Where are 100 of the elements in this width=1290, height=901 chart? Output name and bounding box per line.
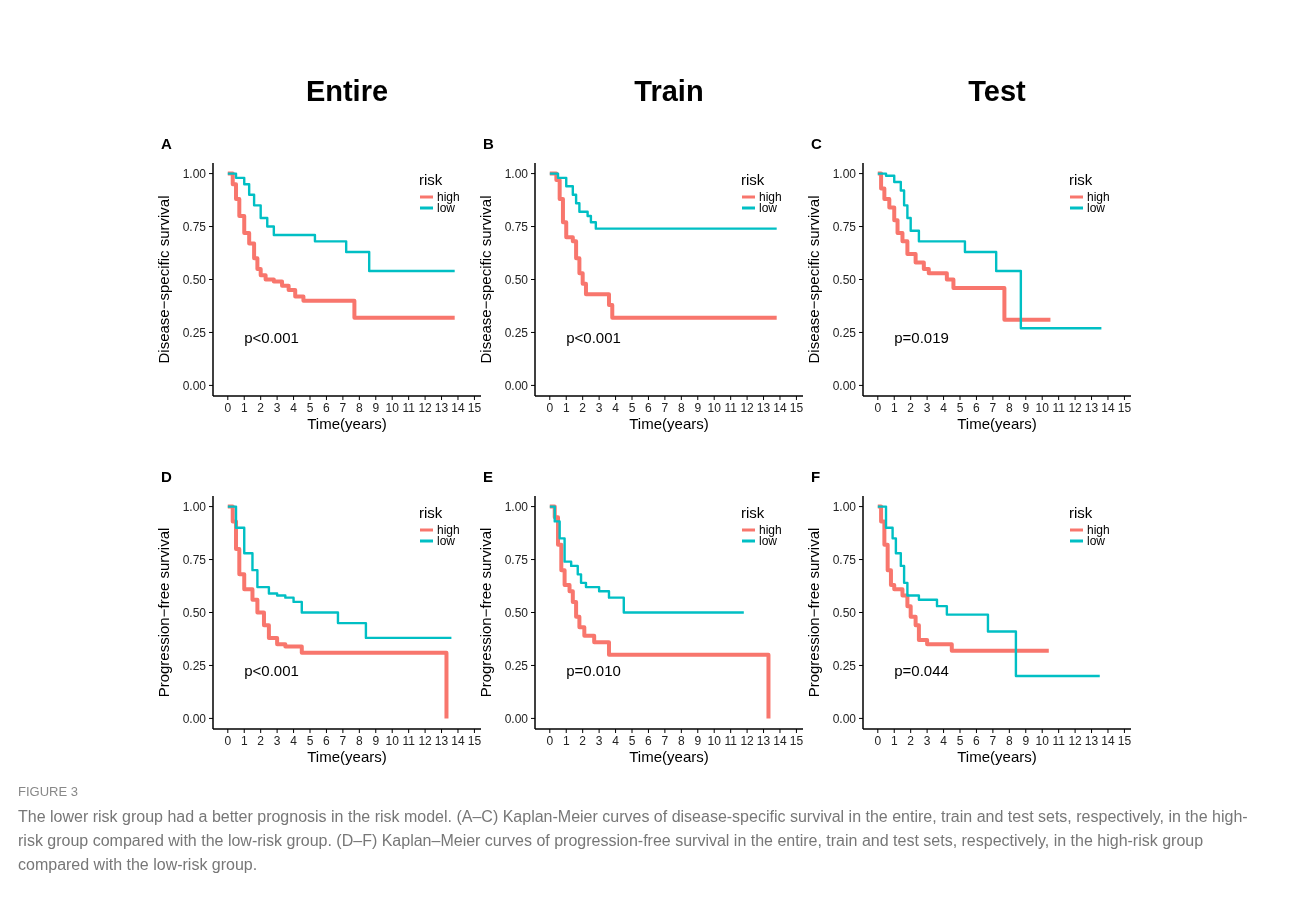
x-tick-label: 4 — [612, 401, 620, 415]
y-tick-label: 1.00 — [504, 499, 529, 514]
text: C — [811, 135, 822, 152]
x-tick-label: 7 — [661, 401, 669, 415]
x-tick-label: 5 — [306, 734, 314, 748]
x-tick-label: 2 — [579, 734, 587, 748]
x-tick-label: 5 — [628, 734, 636, 748]
annotation: p<0.001 — [244, 329, 299, 347]
legend-title: risk — [741, 504, 765, 521]
y-tick-label: 0.25 — [182, 325, 207, 340]
y-axis-title: Disease−specific survival — [477, 195, 494, 364]
x-tick-label: 0 — [546, 734, 554, 748]
legend-label: high — [1087, 190, 1110, 205]
y-tick-label: 0.25 — [832, 325, 857, 340]
x-tick-label: 2 — [257, 734, 265, 748]
y-tick-label: 0.50 — [504, 605, 529, 620]
x-tick-label: 12 — [418, 734, 433, 748]
legend-label: high — [759, 523, 782, 538]
x-tick-label: 0 — [874, 401, 882, 415]
x-tick-label: 9 — [1022, 401, 1030, 415]
x-tick-label: 11 — [724, 401, 738, 415]
x-tick-label: 0 — [224, 734, 232, 748]
x-tick-label: 9 — [372, 734, 380, 748]
legend-title: risk — [419, 171, 443, 188]
annotation: p<0.001 — [244, 662, 299, 680]
text: A — [161, 135, 172, 152]
y-tick-label: 0.50 — [182, 605, 207, 620]
x-tick-label: 10 — [385, 401, 400, 415]
x-tick-label: 13 — [1084, 734, 1099, 748]
x-tick-label: 3 — [273, 734, 281, 748]
x-tick-label: 10 — [707, 734, 722, 748]
text: B — [483, 135, 494, 152]
text: The lower risk group had a better prognosis in the risk model. (A–C) Kaplan-Meier curves of disease-specific survival in the entire, train and test sets, respectively, in the high-risk group compared with the low-risk group. (D–F) Kaplan–Meier curves of progression-free survival in the entire, train and test sets, respectively, in the high-risk group compared with the low-risk group. — [18, 807, 1248, 875]
legend-title: risk — [1069, 171, 1093, 188]
x-tick-label: 4 — [612, 734, 620, 748]
x-tick-label: 10 — [1035, 401, 1050, 415]
y-tick-label: 0.00 — [182, 711, 207, 726]
x-tick-label: 13 — [434, 401, 449, 415]
x-tick-label: 4 — [940, 401, 948, 415]
y-axis-title: Progression−free survival — [805, 527, 822, 698]
y-tick-label: 0.00 — [832, 711, 857, 726]
x-tick-label: 13 — [756, 734, 771, 748]
y-tick-label: 0.75 — [832, 219, 857, 234]
x-tick-label: 15 — [467, 734, 482, 748]
x-tick-label: 6 — [645, 734, 653, 748]
y-tick-label: 0.75 — [832, 552, 857, 567]
x-tick-label: 1 — [562, 734, 570, 748]
x-tick-label: 5 — [956, 734, 964, 748]
x-tick-label: 15 — [1117, 734, 1132, 748]
x-tick-label: 9 — [694, 734, 702, 748]
x-tick-label: 15 — [1117, 401, 1132, 415]
y-axis-title: Disease−specific survival — [155, 195, 172, 364]
y-tick-label: 0.50 — [504, 272, 529, 287]
y-tick-label: 0.75 — [182, 552, 207, 567]
x-tick-label: 12 — [1068, 734, 1083, 748]
x-tick-label: 6 — [973, 401, 981, 415]
x-tick-label: 2 — [579, 401, 587, 415]
x-tick-label: 5 — [306, 401, 314, 415]
y-tick-label: 0.75 — [504, 219, 529, 234]
chart-title: Entire — [305, 75, 389, 107]
x-tick-label: 8 — [677, 401, 685, 415]
y-tick-label: 1.00 — [832, 499, 857, 514]
x-tick-label: 13 — [434, 734, 449, 748]
x-tick-label: 0 — [546, 401, 554, 415]
x-tick-label: 8 — [1005, 401, 1013, 415]
x-axis-title: Time(years) — [629, 748, 709, 765]
y-tick-label: 0.25 — [504, 658, 529, 673]
x-tick-label: 1 — [890, 401, 898, 415]
y-tick-label: 0.75 — [504, 552, 529, 567]
x-tick-label: 13 — [756, 401, 771, 415]
x-tick-label: 7 — [989, 734, 997, 748]
x-tick-label: 10 — [385, 734, 400, 748]
x-tick-label: 1 — [240, 401, 248, 415]
chart-title: Test — [968, 75, 1027, 107]
x-tick-label: 12 — [1068, 401, 1083, 415]
x-tick-label: 7 — [339, 401, 347, 415]
x-tick-label: 8 — [355, 734, 363, 748]
y-tick-label: 1.00 — [832, 166, 857, 181]
annotation: p=0.010 — [566, 662, 621, 680]
x-tick-label: 3 — [923, 734, 931, 748]
y-tick-label: 0.50 — [182, 272, 207, 287]
y-axis-title: Disease−specific survival — [805, 195, 822, 364]
y-tick-label: 1.00 — [504, 166, 529, 181]
x-tick-label: 11 — [402, 401, 416, 415]
x-tick-label: 11 — [724, 734, 738, 748]
legend-label: high — [437, 190, 460, 205]
y-tick-label: 0.50 — [832, 272, 857, 287]
y-tick-label: 0.75 — [182, 219, 207, 234]
x-tick-label: 11 — [1052, 734, 1066, 748]
x-tick-label: 8 — [1005, 734, 1013, 748]
legend-title: risk — [1069, 504, 1093, 521]
legend-label: high — [437, 523, 460, 538]
legend-title: risk — [741, 171, 765, 188]
y-tick-label: 0.00 — [182, 378, 207, 393]
x-tick-label: 4 — [940, 734, 948, 748]
annotation: p=0.019 — [894, 329, 949, 347]
y-tick-label: 0.25 — [504, 325, 529, 340]
text: E — [483, 468, 494, 485]
x-tick-label: 1 — [562, 401, 570, 415]
legend-title: risk — [419, 504, 443, 521]
